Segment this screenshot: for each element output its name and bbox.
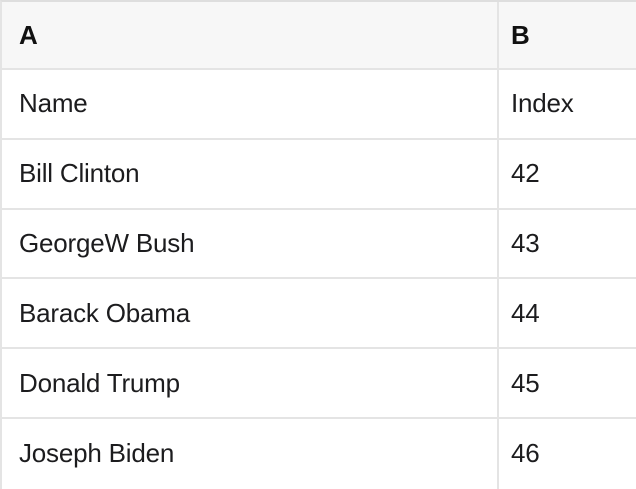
cell-a6[interactable]: Joseph Biden: [2, 419, 497, 489]
cell-a4-text: Barack Obama: [19, 297, 191, 328]
table-row: Barack Obama 44: [2, 279, 636, 350]
column-header-a-label: A: [19, 19, 38, 50]
column-header-a[interactable]: A: [2, 2, 497, 68]
cell-b4-text: 44: [511, 297, 540, 328]
table-row: Joseph Biden 46: [2, 418, 636, 489]
cell-a3[interactable]: GeorgeW Bush: [2, 210, 497, 278]
table-row: GeorgeW Bush 43: [2, 209, 636, 280]
cell-b1-text: Index: [511, 88, 574, 119]
cell-a4[interactable]: Barack Obama: [2, 279, 497, 347]
column-header-b-label: B: [511, 19, 530, 50]
cell-b5-text: 45: [511, 367, 540, 398]
cell-a1[interactable]: Name: [2, 70, 497, 138]
cell-a5-text: Donald Trump: [19, 367, 180, 398]
cell-b3[interactable]: 43: [497, 209, 636, 278]
cell-b2[interactable]: 42: [497, 139, 636, 208]
cell-a1-text: Name: [19, 88, 88, 119]
column-header-row: A B: [2, 2, 636, 70]
column-header-b[interactable]: B: [497, 2, 636, 68]
cell-a2[interactable]: Bill Clinton: [2, 140, 497, 208]
table-row: Name Index: [2, 70, 636, 140]
cell-b3-text: 43: [511, 227, 540, 258]
cell-a6-text: Joseph Biden: [19, 438, 175, 469]
cell-b5[interactable]: 45: [497, 349, 636, 417]
table-row: Donald Trump 45: [2, 349, 636, 419]
table-row: Bill Clinton 42: [2, 139, 636, 210]
cell-b4[interactable]: 44: [497, 279, 636, 348]
cell-b6[interactable]: 46: [497, 418, 636, 489]
cell-a2-text: Bill Clinton: [19, 158, 140, 189]
cell-b6-text: 46: [511, 438, 540, 469]
cell-b2-text: 42: [511, 158, 540, 189]
cell-b1[interactable]: Index: [497, 70, 636, 138]
cell-a5[interactable]: Donald Trump: [2, 349, 497, 417]
cell-a3-text: GeorgeW Bush: [19, 227, 195, 258]
